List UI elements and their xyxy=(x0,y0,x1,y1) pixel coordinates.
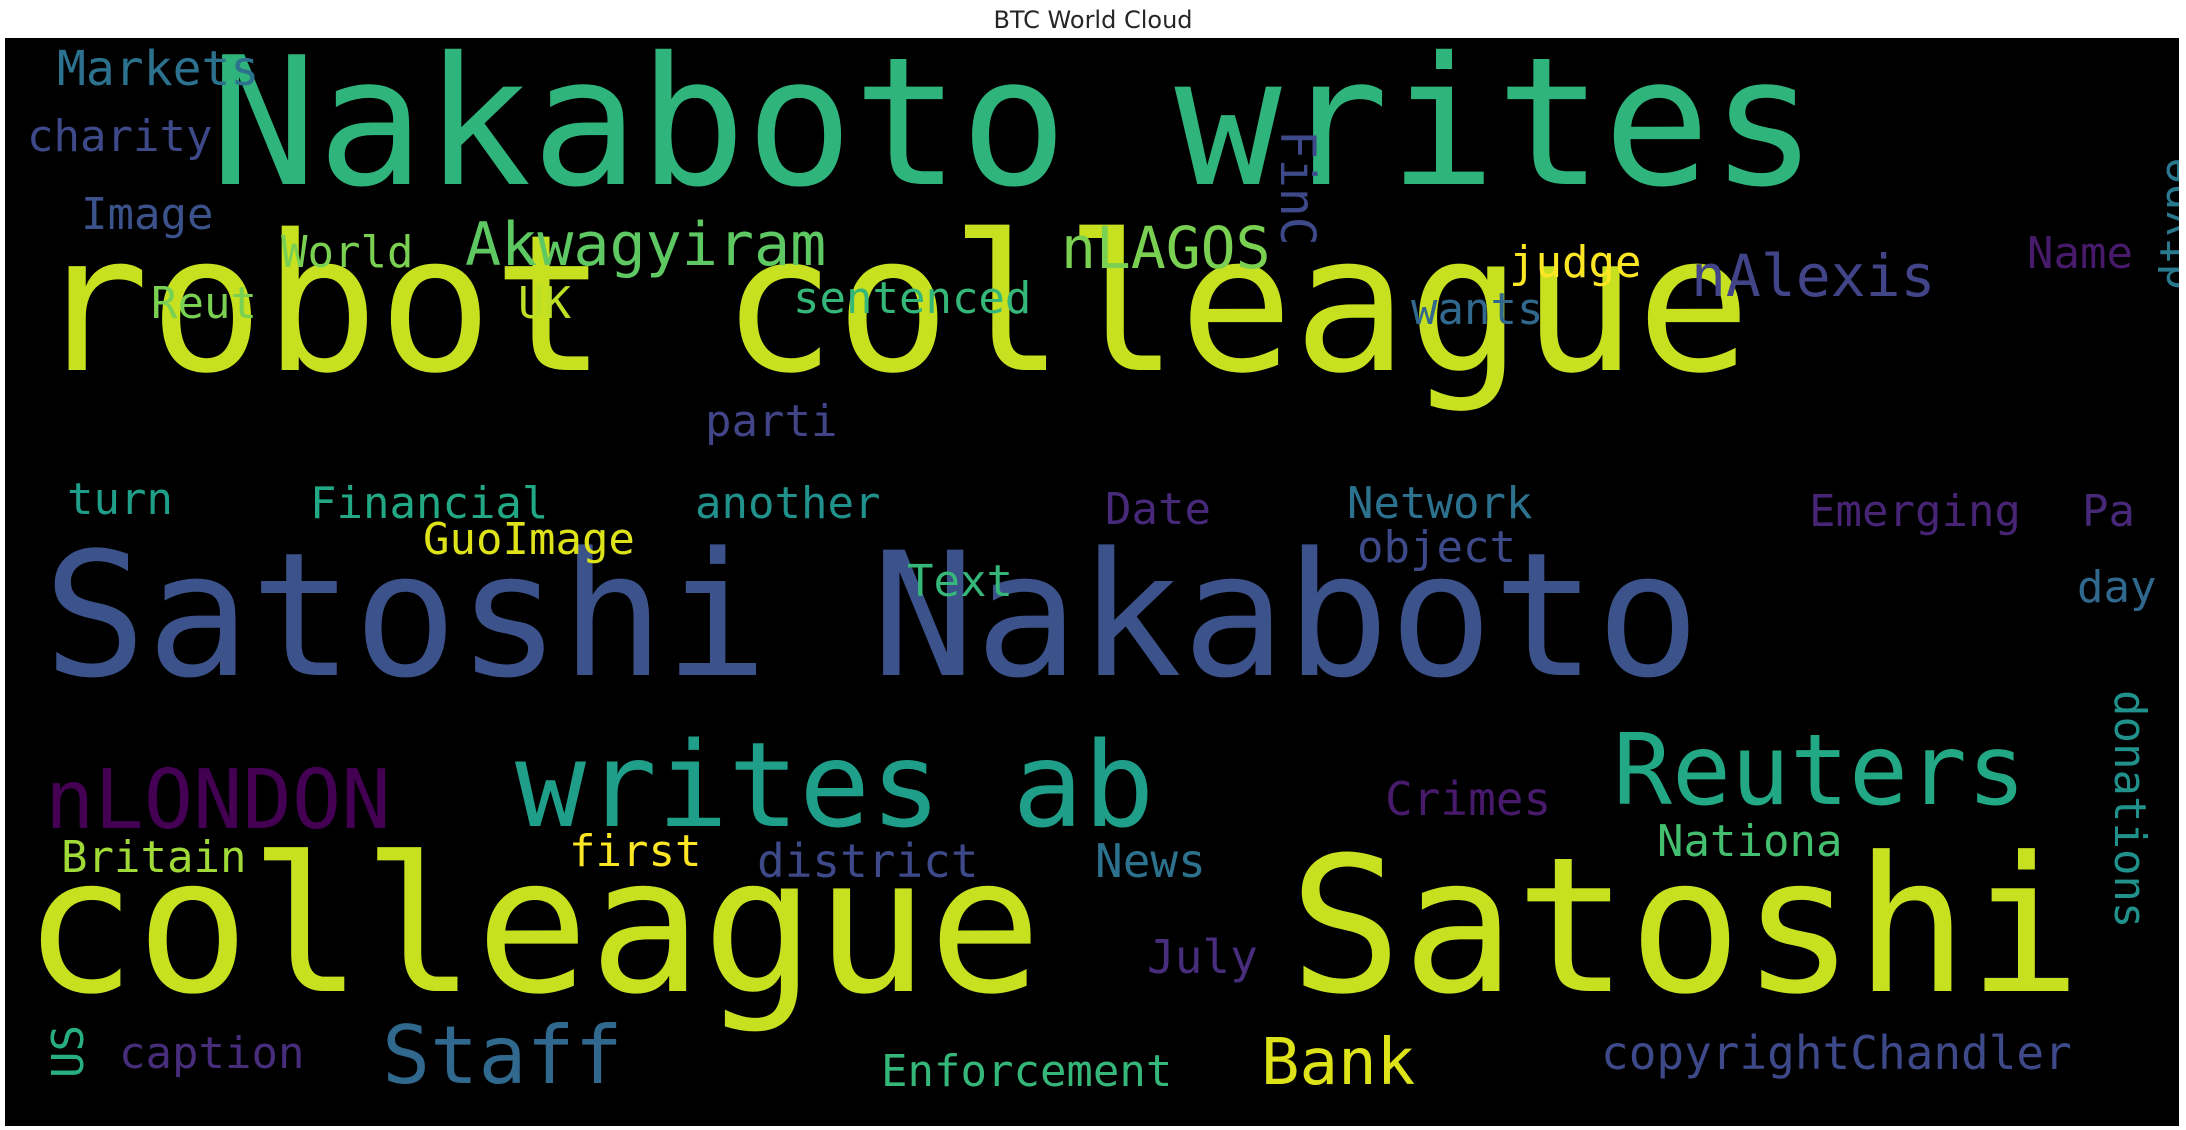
word-nakaboto-writes: Nakaboto writes xyxy=(210,38,1818,226)
word-writes-ab: writes ab xyxy=(515,716,1155,854)
word-reuters: Reuters xyxy=(1613,714,2027,828)
word-finc: FinC xyxy=(1269,130,1325,246)
word-text: Text xyxy=(907,556,1013,607)
word-day: day xyxy=(2077,562,2157,613)
word-another: another xyxy=(695,478,881,529)
word-staff: Staff xyxy=(382,1009,623,1102)
chart-title: BTC World Cloud xyxy=(993,6,1193,34)
word-nationa: Nationa xyxy=(1657,816,1843,867)
word-nlondon: nLONDON xyxy=(45,753,391,848)
word-news: News xyxy=(1095,834,1206,888)
word-crimes: Crimes xyxy=(1385,772,1552,826)
word-nalexis: nAlexis xyxy=(1691,242,1936,310)
word-nlagos: nLAGOS xyxy=(1061,214,1271,282)
word-pa: Pa xyxy=(2082,486,2135,537)
word-sentenced: sentenced xyxy=(793,273,1032,324)
word-copyrightchandler: copyrightChandler xyxy=(1601,1026,2072,1080)
word-enforcement: Enforcement xyxy=(881,1046,1173,1097)
word-wants: wants xyxy=(1411,284,1544,335)
word-district: district xyxy=(757,834,979,888)
word-first: first xyxy=(569,826,702,877)
word-robot-colleague: robot colleague xyxy=(35,194,1751,415)
word-parti: parti xyxy=(705,396,838,447)
word-financial: Financial xyxy=(310,478,549,529)
word-uk: UK xyxy=(518,278,571,329)
word-britain: Britain xyxy=(61,832,247,883)
word-guoimage: GuoImage xyxy=(423,514,635,565)
word-satoshi-nakaboto: Satoshi Nakaboto xyxy=(43,515,1700,716)
word-turn: turn xyxy=(67,474,173,525)
word-akwagyiram: Akwagyiram xyxy=(465,210,827,280)
word-donations: donations xyxy=(2104,690,2155,929)
word-name: Name xyxy=(2027,228,2133,279)
word-colleague: colleague xyxy=(23,817,1042,1036)
word-caption: caption xyxy=(119,1028,305,1079)
word-dtype: dtype xyxy=(2151,157,2179,290)
word-july: July xyxy=(1147,930,1258,984)
word-judge: judge xyxy=(1509,237,1642,288)
word-us: US xyxy=(43,1025,94,1078)
word-satoshi: Satoshi xyxy=(1289,817,2082,1036)
word-image: Image xyxy=(81,189,214,240)
word-network: Network xyxy=(1347,478,1533,529)
word-world: World xyxy=(281,227,414,278)
word-date: Date xyxy=(1105,484,1211,535)
word-charity: charity xyxy=(27,111,213,162)
word-markets: Markets xyxy=(57,41,260,97)
word-cloud: Nakaboto writes robot colleague Satoshi … xyxy=(5,38,2179,1126)
word-bank: Bank xyxy=(1261,1026,1416,1100)
word-emerging: Emerging xyxy=(1809,486,2021,537)
word-reut: Reut xyxy=(151,278,257,329)
word-object: object xyxy=(1357,522,1516,573)
